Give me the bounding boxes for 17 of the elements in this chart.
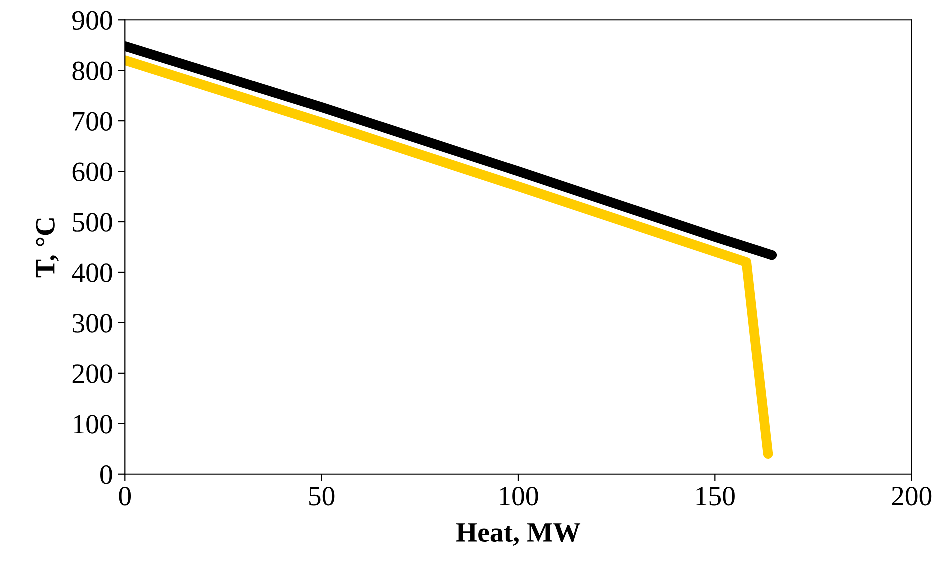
x-tick-label: 150 bbox=[696, 486, 735, 506]
x-tick-label: 200 bbox=[892, 486, 932, 506]
x-axis-title: Heat, MW bbox=[456, 524, 581, 546]
y-tick-label: 800 bbox=[72, 62, 112, 81]
x-tick-label: 0 bbox=[119, 486, 132, 506]
y-tick-label: 300 bbox=[73, 314, 112, 333]
y-tick-label: 0 bbox=[100, 466, 112, 484]
y-tick-label: 900 bbox=[72, 11, 112, 30]
y-tick-label: 700 bbox=[74, 112, 112, 131]
y-tick-label: 400 bbox=[72, 264, 112, 282]
y-tick-label: 200 bbox=[72, 364, 112, 384]
x-tick-label: 100 bbox=[500, 486, 538, 506]
x-tick-label: 50 bbox=[310, 486, 335, 506]
y-tick-label: 500 bbox=[73, 213, 112, 232]
y-tick-label: 100 bbox=[74, 415, 112, 434]
y-axis-title: T, °C bbox=[36, 218, 59, 278]
y-tick-label: 600 bbox=[72, 162, 112, 182]
